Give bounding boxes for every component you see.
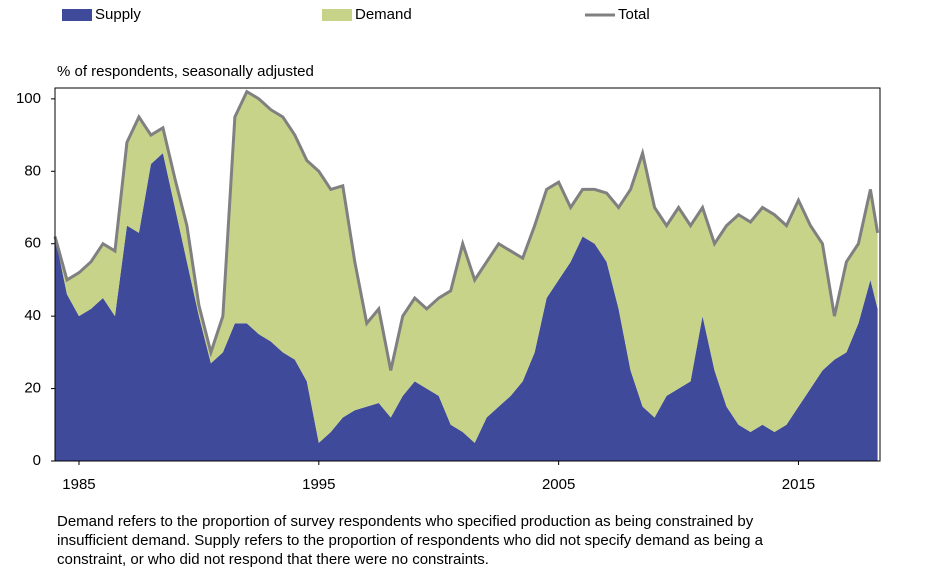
x-tick-label: 1995 (302, 476, 335, 493)
x-tick-label: 2015 (782, 476, 815, 493)
x-tick-label: 2005 (542, 476, 575, 493)
area (55, 153, 878, 462)
legend-label: Supply (95, 6, 141, 23)
legend-label: Demand (355, 6, 412, 23)
y-tick-label: 0 (33, 452, 41, 469)
y-tick-label: 100 (16, 90, 41, 107)
plot-frame (54, 87, 881, 462)
y-tick-label: 40 (24, 307, 41, 324)
area (55, 91, 878, 443)
note-line: insufficient demand. Supply refers to th… (57, 532, 764, 549)
line (53, 89, 880, 371)
y-axis-label: % of respondents, seasonally adjusted (57, 63, 314, 80)
y-tick-label: 20 (24, 380, 41, 397)
y-tick-label: 60 (24, 235, 41, 252)
legend-label: Total (618, 6, 650, 23)
x-tick-label: 1985 (62, 476, 95, 493)
legend-swatch (62, 9, 92, 21)
legend-swatch (322, 9, 352, 21)
note-line: Demand refers to the proportion of surve… (57, 513, 754, 530)
y-tick-label: 80 (24, 162, 41, 179)
note-line: constraint, or who did not respond that … (57, 551, 489, 568)
